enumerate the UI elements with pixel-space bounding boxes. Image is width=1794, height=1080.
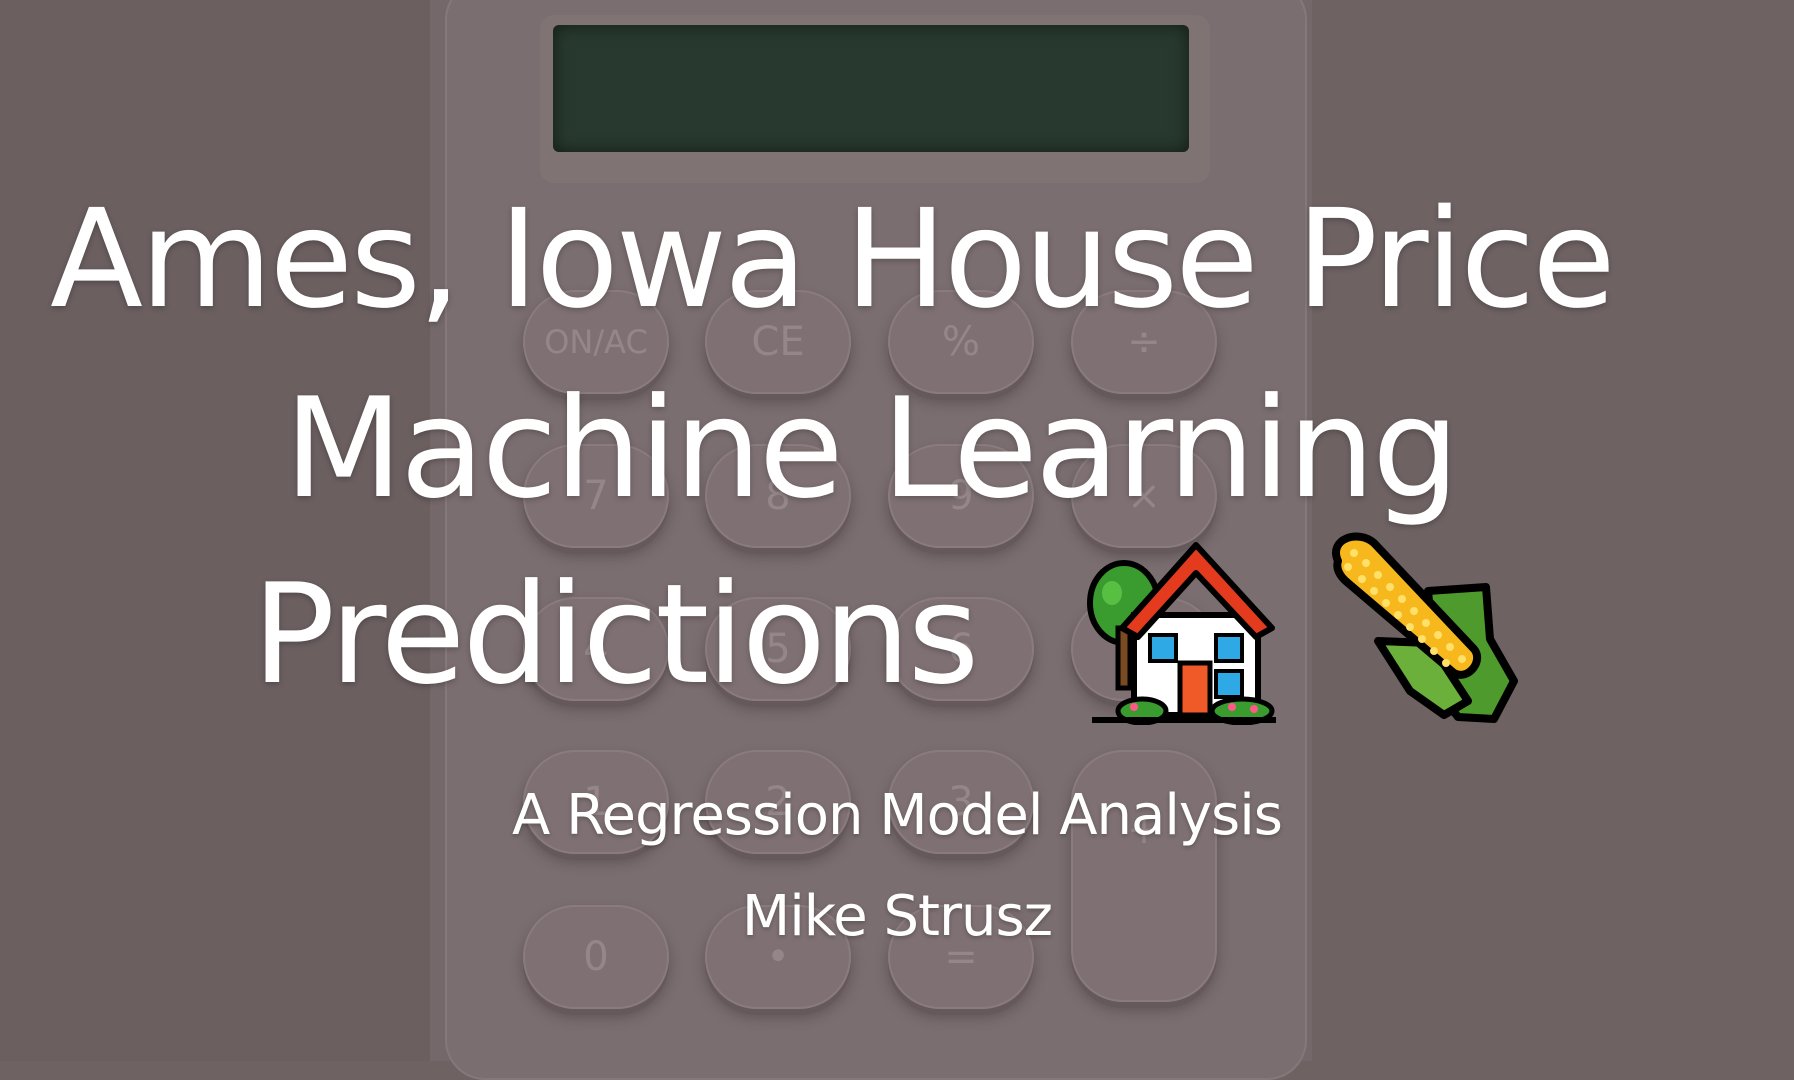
title-line-2: Machine Learning xyxy=(284,368,1460,529)
subtitle: A Regression Model Analysis xyxy=(512,783,1283,848)
calculator-key: 9 xyxy=(888,444,1034,548)
calculator-key: ÷ xyxy=(1071,290,1217,394)
house-with-garden-icon xyxy=(1087,542,1276,725)
title-line-1: Ames, Iowa House Price xyxy=(50,181,1616,339)
calculator-key-plus: + xyxy=(1071,750,1217,1002)
calculator-screen xyxy=(553,25,1189,152)
calculator-key: ON/AC xyxy=(523,290,669,394)
calculator-key: 8 xyxy=(705,444,851,548)
author-name: Mike Strusz xyxy=(741,884,1053,949)
calculator-key: 1 xyxy=(523,750,669,854)
calculator-key: • xyxy=(705,905,851,1009)
calculator-key: 6 xyxy=(888,597,1034,701)
calculator-key: = xyxy=(888,905,1034,1009)
calculator-key: 3 xyxy=(888,750,1034,854)
calculator-key: 5 xyxy=(705,597,851,701)
calculator-key: % xyxy=(888,290,1034,394)
calculator-key: CE xyxy=(705,290,851,394)
ear-of-corn-icon xyxy=(1332,532,1518,723)
calculator-key: 2 xyxy=(705,750,851,854)
title-line-3: Predictions xyxy=(252,554,979,715)
calculator-key: 7 xyxy=(523,444,669,548)
calculator-key: 0 xyxy=(523,905,669,1009)
calculator-key: 4 xyxy=(523,597,669,701)
calculator-key: × xyxy=(1071,444,1217,548)
